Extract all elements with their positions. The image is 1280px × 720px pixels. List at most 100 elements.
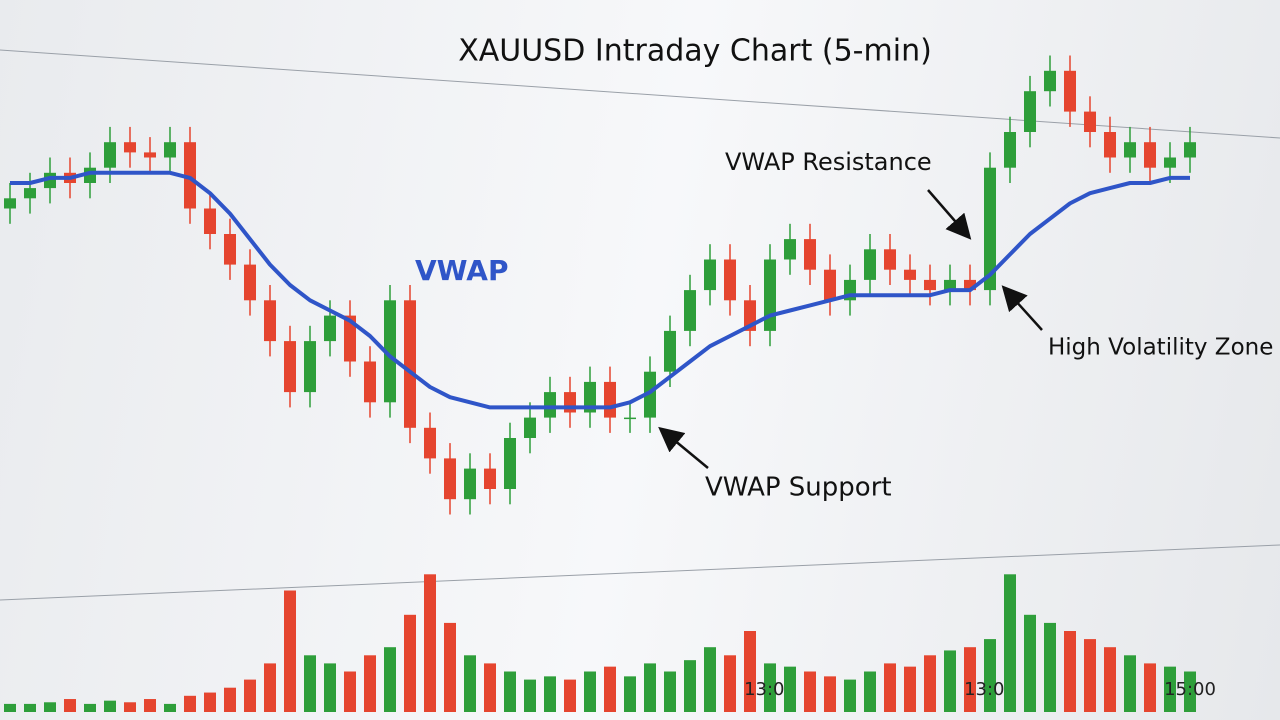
candle-body [384, 300, 396, 403]
volume-bar [164, 703, 176, 712]
volume-bar [804, 671, 816, 712]
candle-body [1184, 142, 1196, 158]
volume-bar [864, 671, 876, 712]
candle-body [804, 239, 816, 270]
annotation: VWAP Resistance [725, 148, 932, 176]
volume-bar [484, 663, 496, 712]
volume-bar [424, 574, 436, 712]
candle-body [544, 392, 556, 418]
candle-body [224, 234, 236, 265]
annotation: VWAP Support [705, 473, 892, 503]
volume-bar [1044, 622, 1056, 712]
candle-body [504, 438, 516, 489]
volume-bar [624, 676, 636, 712]
volume-bar [384, 647, 396, 712]
candle-body [904, 269, 916, 280]
arrow [1001, 285, 1043, 331]
candle-body [184, 142, 196, 209]
chart-title: XAUUSD Intraday Chart (5-min) [458, 34, 932, 69]
volume-bar [924, 655, 936, 712]
volume-bar [684, 660, 696, 712]
candle-body [884, 249, 896, 270]
volume-bar [644, 663, 656, 712]
candle-body [924, 279, 936, 291]
candle-body [264, 300, 276, 342]
volume-bar [204, 692, 216, 712]
candle-body [4, 198, 16, 209]
candle-body [944, 279, 956, 291]
candle-body [704, 259, 716, 291]
candle-body [684, 290, 696, 331]
candle-body [1084, 111, 1096, 132]
volume-bar [744, 631, 756, 712]
candle-body [484, 468, 496, 489]
volume-bar [1164, 666, 1176, 712]
x-tick-label: 13:00 [964, 679, 1016, 700]
volume-bar [64, 699, 76, 712]
candle-body [284, 341, 296, 393]
volume-bar [244, 679, 256, 712]
candle-body [344, 315, 356, 362]
candle-body [104, 142, 116, 168]
volume-bar [964, 647, 976, 712]
volume-bar [444, 622, 456, 712]
volume-bar [184, 695, 196, 712]
volume-bar [1184, 671, 1196, 712]
volume-bar [664, 671, 676, 712]
x-tick-label: 13:00 [744, 679, 796, 700]
volume-bar [604, 666, 616, 712]
candle-body [464, 468, 476, 500]
volume-bar [144, 699, 156, 712]
volume-bar [44, 702, 56, 712]
candle-body [724, 259, 736, 301]
candle-body [124, 142, 136, 153]
candle-body [444, 458, 456, 500]
candle-body [964, 279, 976, 291]
volume-bar [564, 679, 576, 712]
volume-bar [784, 666, 796, 712]
candle-body [164, 142, 176, 158]
candle-body [664, 330, 676, 372]
candle-body [324, 315, 336, 342]
candle-body [1124, 142, 1136, 158]
candle-body [584, 381, 596, 413]
volume-bar [1004, 574, 1016, 712]
candle-body [524, 417, 536, 438]
volume-bar [1084, 639, 1096, 712]
volume-bar [584, 671, 596, 712]
volume-bar [1144, 663, 1156, 712]
candle-body [404, 300, 416, 428]
volume-bar [544, 676, 556, 712]
candle-body [1004, 132, 1016, 168]
candle-body [984, 167, 996, 291]
volume-bar [984, 639, 996, 712]
candle-body [424, 427, 436, 459]
volume-bar [904, 666, 916, 712]
volume-bar [84, 703, 96, 712]
candle-body [564, 392, 576, 413]
candle-body [764, 259, 776, 331]
volume-bar [4, 703, 16, 712]
volume-bar [24, 703, 36, 712]
volume-bar [844, 679, 856, 712]
candle-body [1024, 91, 1036, 132]
candle-body [24, 188, 36, 199]
candle-body [864, 249, 876, 280]
annotation: High Volatility Zone [1048, 335, 1273, 361]
candle-body [1104, 132, 1116, 158]
volume-bar [524, 679, 536, 712]
candle-body [364, 361, 376, 403]
volume-bar [224, 687, 236, 712]
volume-bar [944, 650, 956, 712]
candle-body [204, 208, 216, 234]
panel-divider [0, 544, 1280, 601]
volume-bar [124, 702, 136, 712]
annotation: VWAP [415, 254, 509, 287]
volume-bar [1024, 614, 1036, 712]
volume-bar [504, 671, 516, 712]
volume-bar [404, 614, 416, 712]
volume-bar [104, 700, 116, 712]
volume-bar [364, 655, 376, 712]
volume-bar [764, 663, 776, 712]
